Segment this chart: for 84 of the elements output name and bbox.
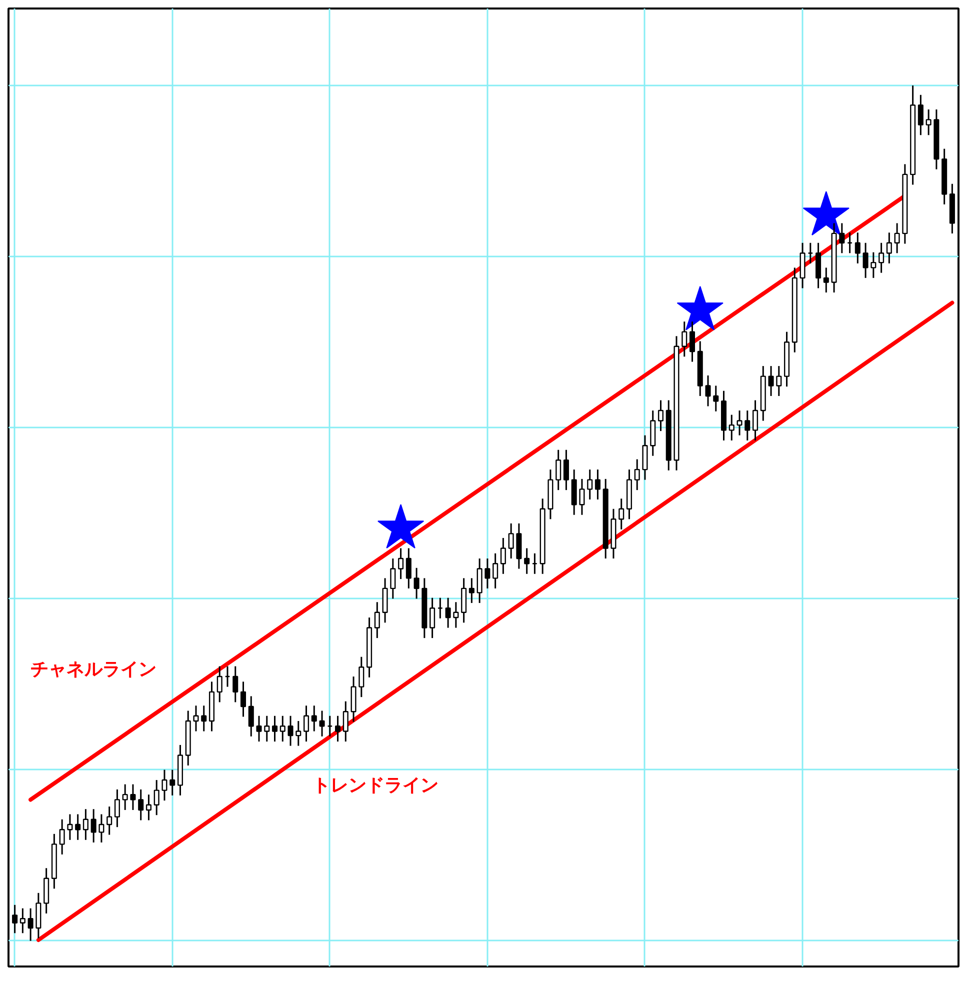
candlestick: [232, 666, 238, 703]
candlestick: [468, 577, 474, 604]
candlestick: [20, 908, 26, 934]
candlestick: [398, 547, 404, 580]
candlestick: [358, 656, 364, 698]
candlestick: [854, 232, 860, 264]
candlestick: [264, 715, 270, 742]
candlestick: [594, 468, 600, 500]
candlestick: [256, 715, 262, 742]
candlestick: [618, 498, 624, 530]
candlestick: [508, 522, 514, 560]
candlestick: [288, 715, 294, 747]
candlestick: [705, 374, 711, 407]
candlestick: [272, 715, 278, 742]
candlestick: [303, 704, 310, 742]
candlestick: [82, 808, 88, 841]
candlestick: [280, 715, 286, 742]
candlestick: [728, 414, 734, 442]
candlestick: [744, 410, 750, 442]
candlestick: [319, 710, 325, 738]
candlestick: [736, 410, 742, 436]
candlestick: [193, 704, 199, 732]
candlestick: [918, 94, 924, 136]
candlestick: [492, 552, 498, 590]
candlestick: [768, 365, 774, 397]
candlestick: [894, 222, 900, 254]
candlestick: [342, 700, 348, 742]
candlestick: [563, 449, 569, 491]
candlestick: [90, 808, 96, 844]
candlestick: [682, 320, 688, 358]
candlestick: [98, 813, 104, 844]
candlestick: [430, 597, 436, 639]
candlestick: [75, 813, 81, 841]
candlestick: [776, 365, 782, 397]
candlestick: [878, 242, 884, 274]
candlestick: [201, 704, 207, 732]
candlestick: [587, 468, 593, 500]
candlestick: [59, 818, 65, 856]
candlestick: [579, 478, 585, 516]
candlestick: [114, 788, 120, 828]
candlestick: [862, 242, 868, 279]
candlestick: [484, 558, 490, 590]
candlestick: [170, 769, 176, 796]
candlestick: [406, 547, 412, 590]
candlestick: [752, 400, 758, 442]
candlestick: [390, 558, 396, 600]
candlestick: [689, 320, 696, 363]
candlestick: [870, 252, 876, 279]
candlestick: [823, 266, 829, 294]
series-label: トレンドライン: [312, 774, 439, 796]
candlestick: [12, 904, 18, 934]
candlestick: [476, 558, 482, 604]
series-label: チャネルライン: [30, 658, 157, 680]
candlestick: [162, 769, 168, 802]
candlestick: [122, 784, 128, 811]
candlestick: [453, 601, 459, 629]
candlestick: [374, 601, 380, 639]
candlestick: [296, 720, 302, 747]
candlestick: [445, 597, 451, 629]
candlestick: [642, 434, 648, 481]
candlestick: [130, 784, 136, 811]
candlestick: [311, 704, 317, 732]
candlestick: [154, 779, 160, 816]
candlestick: [138, 788, 144, 821]
candlestick: [382, 577, 388, 624]
candlestick: [524, 547, 530, 575]
candlestick: [713, 384, 719, 412]
candlestick: [634, 458, 640, 491]
candlestick: [67, 813, 73, 841]
candlestick: [106, 806, 112, 836]
candlestick: [248, 695, 254, 738]
candlestick: [28, 908, 34, 942]
candlestick: [658, 400, 664, 432]
candlestick: [556, 449, 562, 491]
candlestick: [240, 680, 246, 718]
candlestick: [216, 666, 222, 703]
candlestick: [500, 537, 506, 575]
candlestick: [335, 715, 341, 742]
candlestick: [146, 794, 152, 821]
candlestick: [926, 108, 932, 136]
candlestick: [414, 567, 420, 600]
candlestick: [886, 232, 892, 264]
candlestick: [839, 222, 845, 254]
candlestick: [461, 577, 467, 624]
